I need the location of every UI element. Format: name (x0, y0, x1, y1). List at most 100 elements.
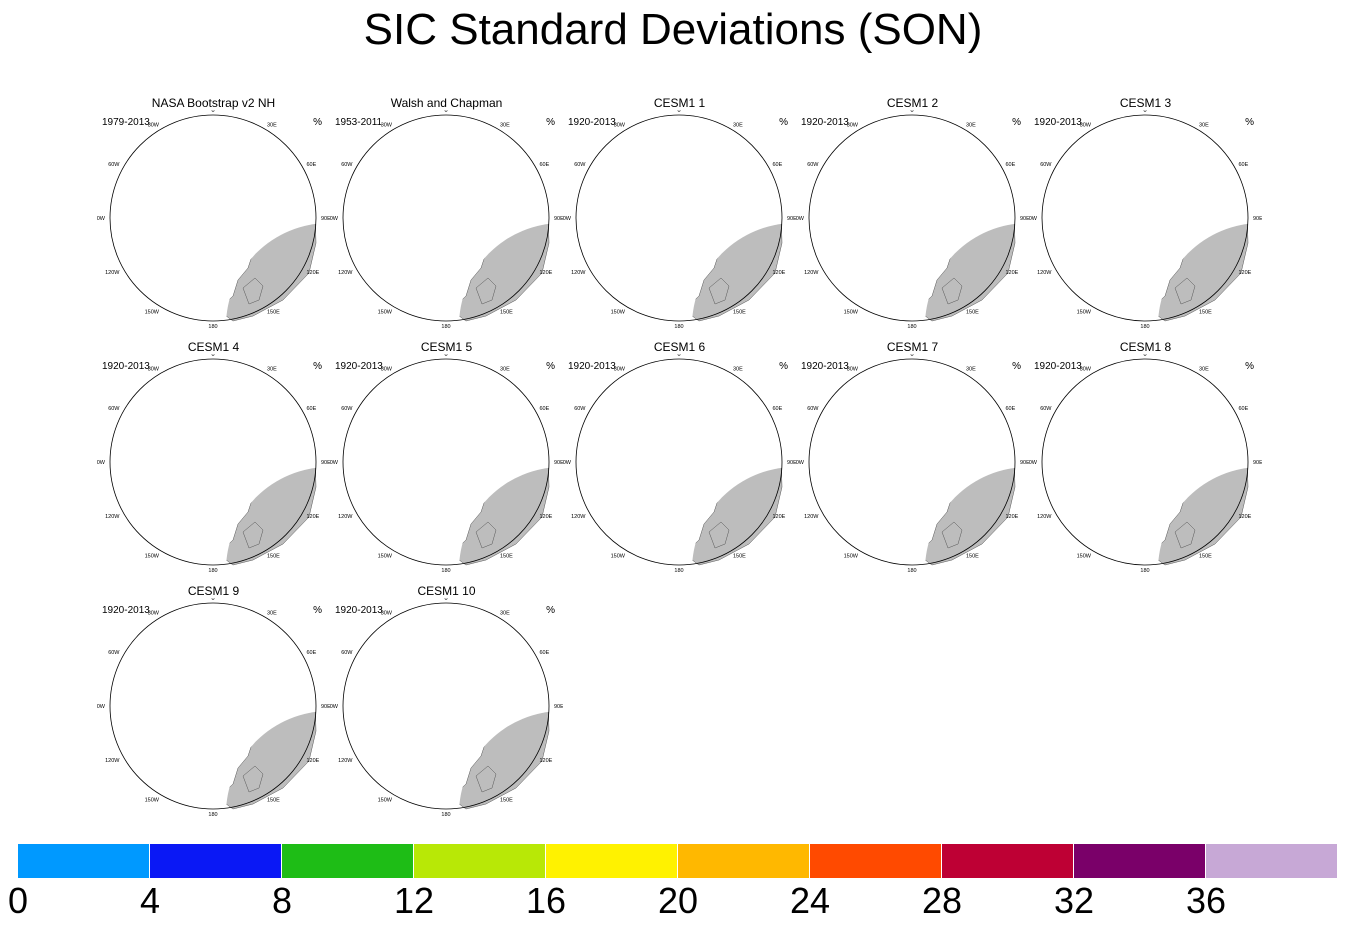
longitude-label: 120W (804, 514, 819, 520)
panel-title: CESM1 8 (1119, 340, 1172, 354)
colorbar-segment (546, 844, 678, 878)
longitude-label: 90E (1020, 460, 1029, 466)
longitude-label: 30W (847, 123, 859, 129)
longitude-label: 30W (1080, 123, 1092, 129)
panel-title: CESM1 7 (886, 340, 939, 354)
colorbar-tick-label: 28 (921, 880, 963, 921)
map-panel: CESM1 3 180 150E 120E 90E 60E 30E 0 30W 60W 90W 120… (1029, 96, 1262, 331)
colorbar-tick-label: 4 (139, 880, 161, 921)
land-mass (925, 223, 1016, 322)
panel-period: 1920-2013 (102, 605, 150, 616)
land-mass (475, 521, 497, 549)
colorbar-segment (1206, 844, 1338, 878)
longitude-label: 120W (1037, 270, 1052, 276)
colorbar-segment (678, 844, 810, 878)
longitude-label: 60E (1239, 162, 1249, 168)
longitude-label: 30W (1080, 367, 1092, 373)
map-boundary (342, 602, 550, 810)
longitude-label: 150W (844, 310, 859, 316)
map-panel: Walsh and Chapman 180 150E 120E 90E 60E 30E 0 30… (330, 96, 563, 331)
land-mass (242, 765, 264, 793)
longitude-label: 0 (1143, 354, 1146, 358)
longitude-label: 150E (267, 310, 280, 316)
longitude-label: 90E (554, 460, 563, 466)
longitude-label: 60E (307, 650, 317, 656)
panel-title: CESM1 3 (1119, 96, 1172, 110)
map-panel: CESM1 6 180 150E 120E 90E 60E 30E 0 30W 60W 90W 120… (563, 340, 796, 575)
panel-period: 1953-2011 (335, 117, 383, 128)
colorbar-tick-label: 36 (1185, 880, 1227, 921)
longitude-label: 150W (844, 554, 859, 560)
map-boundary (109, 114, 317, 322)
figure-title: SIC Standard Deviations (SON) (363, 5, 983, 54)
longitude-label: 150W (378, 798, 393, 804)
longitude-label: 150W (145, 554, 160, 560)
longitude-label: 30E (966, 123, 976, 129)
longitude-label: 60W (108, 650, 120, 656)
longitude-label: 0 (444, 598, 447, 602)
longitude-label: 150E (500, 310, 513, 316)
map-panel: CESM1 10 180 150E 120E 90E 60E 30E 0 30W 60W 90W 12… (330, 584, 563, 819)
longitude-label: 90W (97, 704, 106, 710)
longitude-label: 120W (1037, 514, 1052, 520)
longitude-label: 150E (733, 554, 746, 560)
map-boundary (575, 114, 783, 322)
longitude-label: 90W (796, 216, 805, 222)
polar-map: 180 150E 120E 90E 60E 30E 0 30W 60W 90W 120W 150W (1029, 110, 1262, 330)
longitude-label: 120W (105, 758, 120, 764)
panel-title: CESM1 2 (886, 96, 939, 110)
longitude-label: 30W (148, 367, 160, 373)
longitude-label: 90W (563, 460, 572, 466)
longitude-label: 60W (574, 162, 586, 168)
longitude-label: 120E (307, 270, 320, 276)
panel-units: % (313, 361, 322, 372)
colorbar (18, 844, 1338, 878)
land-mass (708, 277, 730, 305)
longitude-label: 90W (1029, 460, 1038, 466)
panel-title: NASA Bootstrap v2 NH (151, 96, 276, 110)
map-boundary (109, 602, 317, 810)
longitude-label: 150E (500, 798, 513, 804)
panel-units: % (1012, 361, 1021, 372)
longitude-label: 30W (381, 123, 393, 129)
longitude-label: 60W (1040, 162, 1052, 168)
longitude-label: 30W (148, 611, 160, 617)
panel-period: 1920-2013 (1034, 117, 1082, 128)
longitude-label: 150E (267, 798, 280, 804)
map-boundary (342, 114, 550, 322)
longitude-label: 30W (614, 123, 626, 129)
colorbar-segment (282, 844, 414, 878)
longitude-label: 180 (441, 324, 450, 330)
polar-map: 180 150E 120E 90E 60E 30E 0 30W 60W 90W 120W 150W (97, 354, 330, 574)
longitude-label: 60E (1239, 406, 1249, 412)
longitude-label: 180 (1140, 324, 1149, 330)
land-mass (692, 467, 783, 566)
map-panel: CESM1 7 180 150E 120E 90E 60E 30E 0 30W 60W 90W 120… (796, 340, 1029, 575)
longitude-label: 30E (1199, 367, 1209, 373)
longitude-label: 0 (677, 110, 680, 114)
longitude-label: 120E (307, 758, 320, 764)
land-mass (226, 223, 317, 322)
longitude-label: 120E (1239, 514, 1252, 520)
longitude-label: 60W (108, 162, 120, 168)
panel-period: 1920-2013 (335, 361, 383, 372)
longitude-label: 60W (807, 406, 819, 412)
longitude-label: 90E (321, 460, 330, 466)
longitude-label: 60W (341, 650, 353, 656)
land-mass (226, 467, 317, 566)
longitude-label: 0 (910, 110, 913, 114)
panel-title: CESM1 4 (187, 340, 240, 354)
longitude-label: 150W (1077, 310, 1092, 316)
longitude-label: 120W (804, 270, 819, 276)
land-mass (475, 277, 497, 305)
longitude-label: 0 (444, 354, 447, 358)
longitude-label: 150E (966, 310, 979, 316)
longitude-label: 120E (540, 514, 553, 520)
longitude-label: 90W (97, 216, 106, 222)
longitude-label: 60E (1006, 406, 1016, 412)
polar-map: 180 150E 120E 90E 60E 30E 0 30W 60W 90W 120W 150W (97, 110, 330, 330)
longitude-label: 120W (338, 514, 353, 520)
land-mass (1158, 223, 1249, 322)
panel-units: % (546, 117, 555, 128)
longitude-label: 30E (733, 367, 743, 373)
